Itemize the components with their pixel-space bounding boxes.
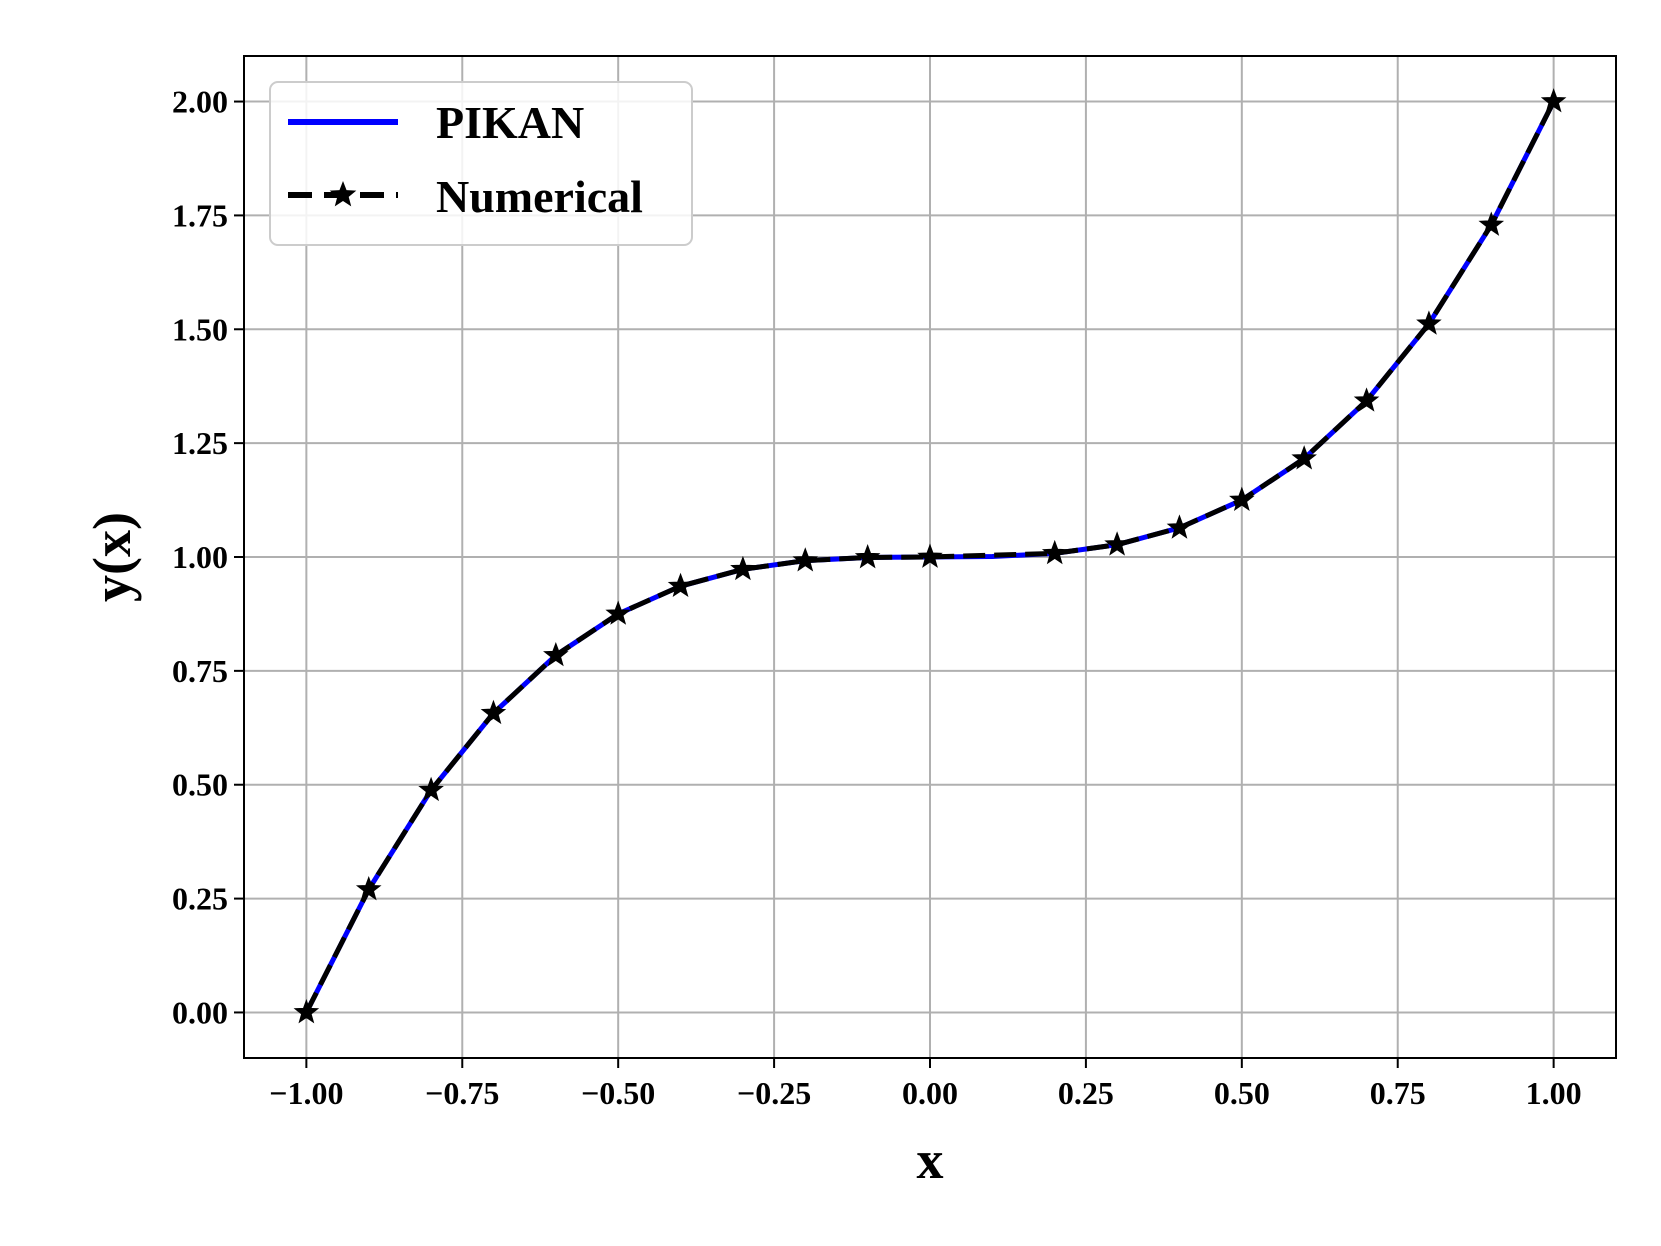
x-tick-label-6: 0.50 [1214, 1075, 1270, 1111]
data-point-numerical-0 [293, 999, 320, 1024]
x-tick-label-3: −0.25 [737, 1075, 811, 1111]
data-point-numerical-9 [854, 544, 881, 569]
data-point-numerical-7 [730, 555, 756, 581]
x-tick-label-4: 0.00 [902, 1075, 958, 1111]
x-tick-label-7: 0.75 [1370, 1075, 1426, 1111]
y-tick-label-6: 1.50 [172, 311, 228, 347]
data-point-numerical-14 [1229, 486, 1255, 511]
legend-star-marker [329, 181, 357, 207]
data-point-numerical-12 [1104, 531, 1130, 556]
data-point-numerical-17 [1416, 310, 1442, 335]
axis-ticks: −1.00 −0.75 −0.50 −0.25 0.00 0.25 0.50 0.75 1.00… [172, 84, 1582, 1111]
y-tick-label-4: 1.00 [172, 539, 228, 575]
data-point-numerical-4 [543, 641, 569, 667]
data-point-numerical-11 [1041, 539, 1068, 565]
data-point-numerical-13 [1166, 514, 1193, 539]
x-tick-label-2: −0.50 [581, 1075, 655, 1111]
data-point-numerical-5 [605, 600, 631, 625]
data-point-numerical-1 [355, 876, 382, 901]
y-tick-label-0: 0.00 [172, 994, 228, 1030]
legend-star-icon [329, 181, 357, 207]
y-tick-label-8: 2.00 [172, 84, 228, 120]
x-tick-label-1: −0.75 [425, 1075, 499, 1111]
y-tick-label-7: 1.75 [172, 197, 228, 233]
x-axis-label: x [917, 1130, 944, 1190]
data-point-numerical-8 [792, 547, 819, 572]
y-tick-label-3: 0.75 [172, 653, 228, 689]
data-point-numerical-6 [667, 572, 694, 598]
y-tick-label-1: 0.25 [172, 881, 228, 917]
y-tick-label-5: 1.25 [172, 425, 228, 461]
data-point-numerical-10 [917, 543, 943, 568]
y-axis-label: y(x) [82, 512, 142, 602]
x-tick-label-5: 0.25 [1058, 1075, 1114, 1111]
data-point-numerical-16 [1353, 387, 1380, 412]
legend-label-numerical: Numerical [436, 171, 643, 222]
x-tick-label-8: 1.00 [1526, 1075, 1582, 1111]
data-point-numerical-18 [1478, 211, 1505, 236]
x-tick-label-0: −1.00 [269, 1075, 343, 1111]
data-point-numerical-3 [480, 699, 507, 725]
data-point-numerical-15 [1291, 445, 1317, 470]
y-tick-label-2: 0.50 [172, 767, 228, 803]
data-point-numerical-19 [1540, 88, 1567, 113]
legend: PIKAN Numerical [269, 81, 693, 246]
data-point-numerical-2 [418, 776, 444, 802]
legend-label-pikan: PIKAN [436, 97, 584, 148]
series-layer [293, 88, 1567, 1024]
